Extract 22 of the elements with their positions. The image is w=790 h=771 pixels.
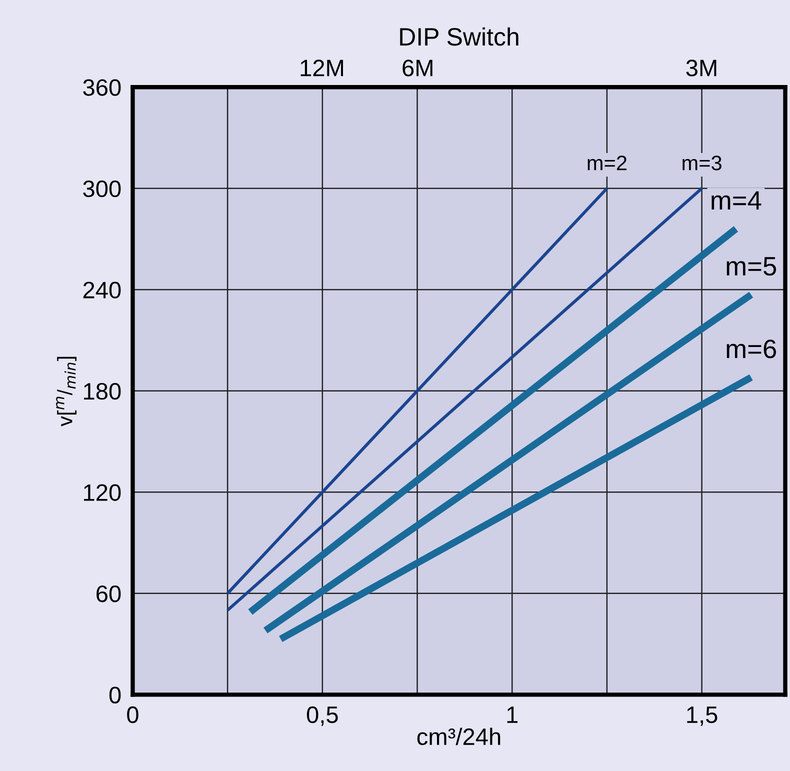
text: 12M <box>300 60 343 76</box>
y-tick-label: 300 <box>83 180 121 198</box>
text: 6M <box>402 60 432 76</box>
y-tick-label: 120 <box>84 484 121 501</box>
series-label: m=2 <box>588 156 626 170</box>
x-tick-label: 0 <box>127 706 138 724</box>
x-axis-title: cm³/24h <box>417 728 500 746</box>
y-tick-label: 0 <box>109 686 121 704</box>
x-tick-label: 1 <box>507 706 518 723</box>
y-tick-label: 240 <box>83 282 121 298</box>
series-label: m=6 <box>726 340 776 358</box>
text: 3M <box>686 60 716 76</box>
x-tick-label: 1,5 <box>687 706 718 726</box>
y-tick-label: 360 <box>83 79 121 96</box>
series-label: m=3 <box>682 156 722 170</box>
x-tick-label: 0,5 <box>306 706 338 726</box>
y-tick-label: 180 <box>84 382 121 400</box>
series-label: m=5 <box>726 257 776 276</box>
series-label: m=4 <box>712 191 762 210</box>
chart-title: DIP Switch <box>400 27 518 46</box>
y-tick-label: 60 <box>96 585 121 602</box>
y-axis-title: v[$^{m}$/$_{min}$] <box>56 356 77 426</box>
